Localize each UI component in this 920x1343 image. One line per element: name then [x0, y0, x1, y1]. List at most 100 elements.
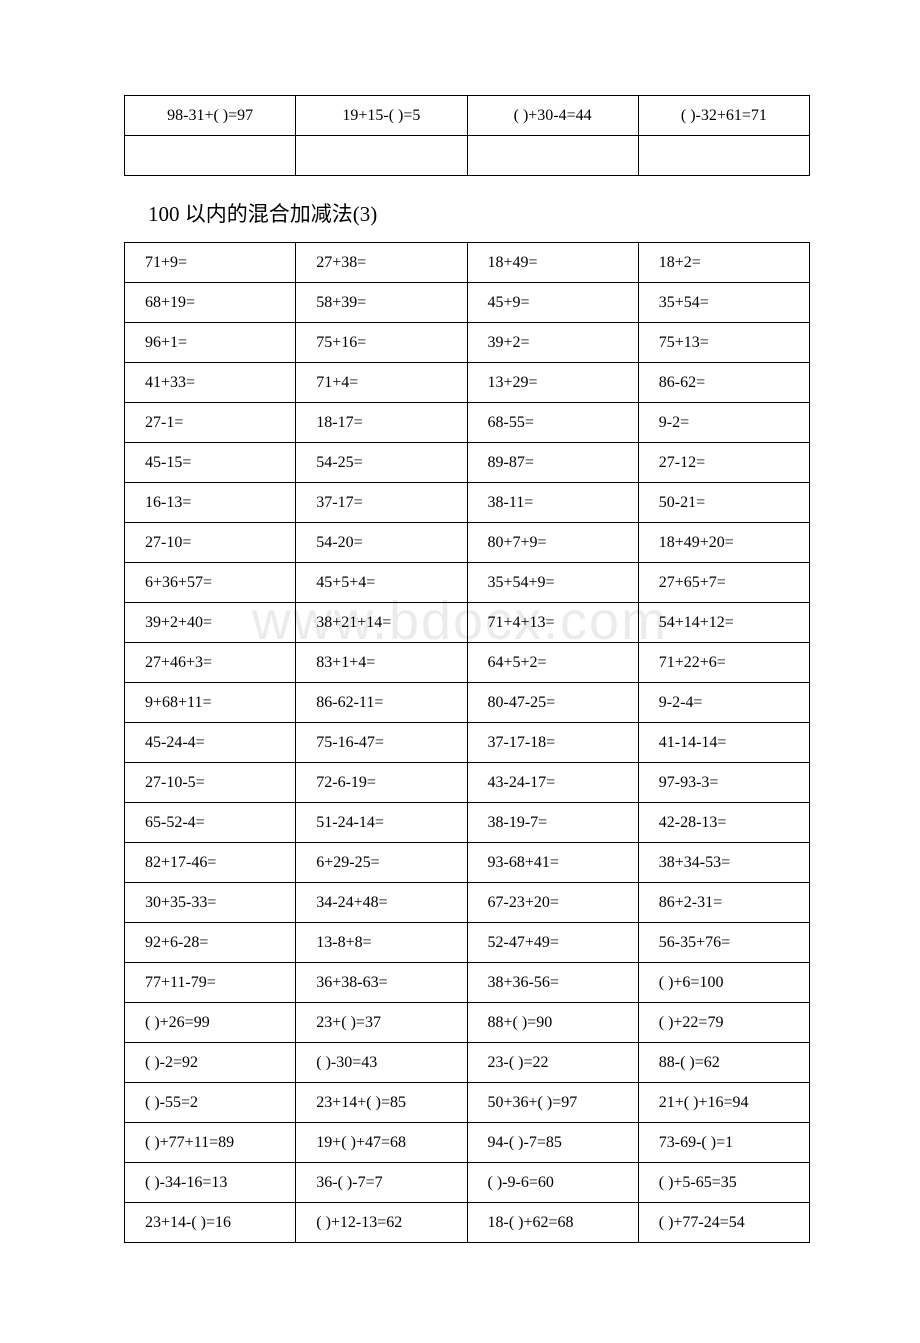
table-cell: 30+35-33= [125, 883, 296, 923]
table-cell: 18+49= [467, 243, 638, 283]
table-cell: ( )-30=43 [296, 1043, 467, 1083]
table-cell: 23+14+( )=85 [296, 1083, 467, 1123]
table-row: 23+14-( )=16( )+12-13=6218-( )+62=68( )+… [125, 1203, 810, 1243]
table-cell [125, 136, 296, 176]
table-cell [296, 136, 467, 176]
table-cell: 43-24-17= [467, 763, 638, 803]
table-cell: 98-31+( )=97 [125, 96, 296, 136]
table-cell: 38+34-53= [638, 843, 809, 883]
table-cell: 65-52-4= [125, 803, 296, 843]
table-cell: 23-( )=22 [467, 1043, 638, 1083]
table-cell: 9-2= [638, 403, 809, 443]
table-row: ( )+26=9923+( )=3788+( )=90( )+22=79 [125, 1003, 810, 1043]
table-cell: 50+36+( )=97 [467, 1083, 638, 1123]
table-row: 27-10-5=72-6-19=43-24-17=97-93-3= [125, 763, 810, 803]
table-cell: 39+2+40= [125, 603, 296, 643]
table-cell: 73-69-( )=1 [638, 1123, 809, 1163]
table-cell: 82+17-46= [125, 843, 296, 883]
table-cell: 6+36+57= [125, 563, 296, 603]
table-row: 9+68+11=86-62-11=80-47-25=9-2-4= [125, 683, 810, 723]
table-cell: ( )-34-16=13 [125, 1163, 296, 1203]
page-content: 98-31+( )=9719+15-( )=5( )+30-4=44( )-32… [124, 95, 810, 1243]
table-row: ( )-34-16=1336-( )-7=7( )-9-6=60( )+5-65… [125, 1163, 810, 1203]
table-cell: 35+54= [638, 283, 809, 323]
table-cell: 45+5+4= [296, 563, 467, 603]
table-row: 77+11-79=36+38-63=38+36-56=( )+6=100 [125, 963, 810, 1003]
table-cell: 71+4= [296, 363, 467, 403]
table-cell: 96+1= [125, 323, 296, 363]
table-cell: 89-87= [467, 443, 638, 483]
table-cell [638, 136, 809, 176]
table-row: 92+6-28=13-8+8=52-47+49=56-35+76= [125, 923, 810, 963]
table-cell: 86-62= [638, 363, 809, 403]
table-cell: 88+( )=90 [467, 1003, 638, 1043]
table-cell: 75+16= [296, 323, 467, 363]
table-cell: 93-68+41= [467, 843, 638, 883]
table-cell: 9-2-4= [638, 683, 809, 723]
table-cell: 38-11= [467, 483, 638, 523]
table-cell: ( )+6=100 [638, 963, 809, 1003]
table-cell: 18-( )+62=68 [467, 1203, 638, 1243]
table-cell: 71+4+13= [467, 603, 638, 643]
table-cell: 23+14-( )=16 [125, 1203, 296, 1243]
table-cell: 21+( )+16=94 [638, 1083, 809, 1123]
table-cell: 27-12= [638, 443, 809, 483]
table-cell: ( )+26=99 [125, 1003, 296, 1043]
table-cell: 56-35+76= [638, 923, 809, 963]
table-cell: ( )+22=79 [638, 1003, 809, 1043]
table-cell: ( )-55=2 [125, 1083, 296, 1123]
table-cell [467, 136, 638, 176]
table-cell: 39+2= [467, 323, 638, 363]
table-cell: 6+29-25= [296, 843, 467, 883]
table-row: 16-13=37-17=38-11=50-21= [125, 483, 810, 523]
table-cell: 51-24-14= [296, 803, 467, 843]
table-cell: 86+2-31= [638, 883, 809, 923]
table-cell: 86-62-11= [296, 683, 467, 723]
table-cell: 42-28-13= [638, 803, 809, 843]
table-cell: 23+( )=37 [296, 1003, 467, 1043]
table-cell: 88-( )=62 [638, 1043, 809, 1083]
table-cell: 38+21+14= [296, 603, 467, 643]
table-cell: 68-55= [467, 403, 638, 443]
table-cell: ( )-2=92 [125, 1043, 296, 1083]
table-cell: 75-16-47= [296, 723, 467, 763]
table-cell: 27+65+7= [638, 563, 809, 603]
table-cell: 71+22+6= [638, 643, 809, 683]
table-row: 27-1=18-17=68-55=9-2= [125, 403, 810, 443]
table-cell: 58+39= [296, 283, 467, 323]
table-cell: 27-10-5= [125, 763, 296, 803]
table-cell: 38+36-56= [467, 963, 638, 1003]
table-cell: 36-( )-7=7 [296, 1163, 467, 1203]
table-cell: 18-17= [296, 403, 467, 443]
table-cell: 34-24+48= [296, 883, 467, 923]
table-cell: 41-14-14= [638, 723, 809, 763]
table-cell: 16-13= [125, 483, 296, 523]
table-row: 6+36+57=45+5+4=35+54+9=27+65+7= [125, 563, 810, 603]
table-cell: 64+5+2= [467, 643, 638, 683]
table-row: 41+33=71+4=13+29=86-62= [125, 363, 810, 403]
table-cell: 80-47-25= [467, 683, 638, 723]
table-row: 65-52-4=51-24-14=38-19-7=42-28-13= [125, 803, 810, 843]
table-row: 68+19=58+39=45+9=35+54= [125, 283, 810, 323]
table-cell: 45-15= [125, 443, 296, 483]
table-row: ( )-55=223+14+( )=8550+36+( )=9721+( )+1… [125, 1083, 810, 1123]
table-cell: 13+29= [467, 363, 638, 403]
table-cell: 52-47+49= [467, 923, 638, 963]
table-cell: 54-25= [296, 443, 467, 483]
table-cell: 35+54+9= [467, 563, 638, 603]
section-title: 100 以内的混合加减法(3) [148, 198, 810, 228]
table-cell: 37-17-18= [467, 723, 638, 763]
table-cell: ( )+12-13=62 [296, 1203, 467, 1243]
table-row: 45-24-4=75-16-47=37-17-18=41-14-14= [125, 723, 810, 763]
table-cell: 97-93-3= [638, 763, 809, 803]
table-cell: 18+49+20= [638, 523, 809, 563]
table-cell: ( )+77+11=89 [125, 1123, 296, 1163]
table-cell: 36+38-63= [296, 963, 467, 1003]
table-cell: 54+14+12= [638, 603, 809, 643]
table-cell: 75+13= [638, 323, 809, 363]
table-row: ( )-2=92( )-30=4323-( )=2288-( )=62 [125, 1043, 810, 1083]
table-cell: 41+33= [125, 363, 296, 403]
table-cell: 27+46+3= [125, 643, 296, 683]
table-cell: 45+9= [467, 283, 638, 323]
table-cell: 77+11-79= [125, 963, 296, 1003]
